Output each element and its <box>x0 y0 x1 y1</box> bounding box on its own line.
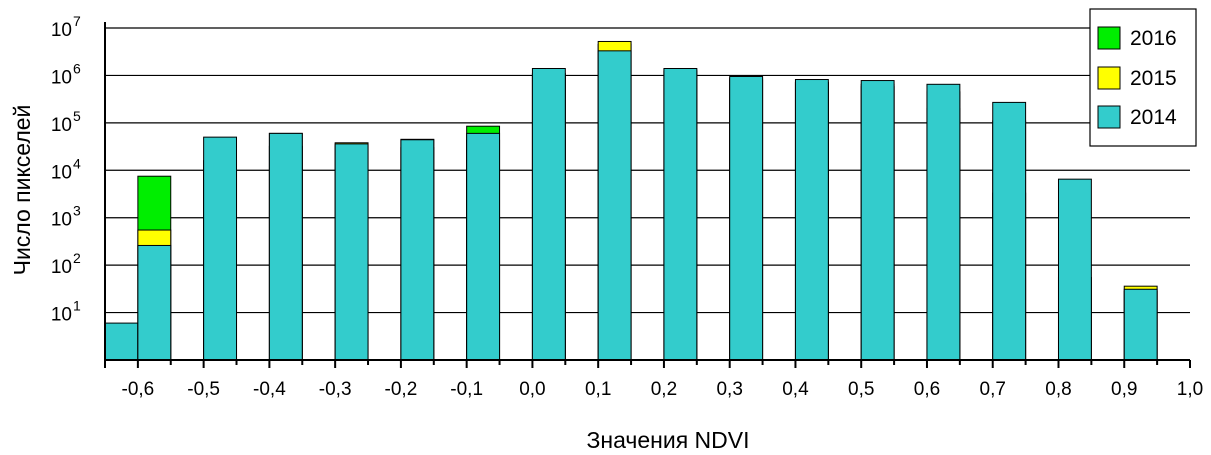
bar-2014-29 <box>1057 178 1092 361</box>
bars <box>104 40 1158 361</box>
bar-2014-23 <box>860 80 895 361</box>
bar-2014-25 <box>926 83 961 361</box>
legend-swatch-2015 <box>1097 66 1121 90</box>
bar-2014-11 <box>466 132 501 361</box>
x-tick-labels: -0,6 -0,5 -0,4 -0,3 -0,2 -0,1 0,0 0,1 0,2 0,3 0,4 0… <box>122 379 1204 400</box>
axes <box>104 22 1191 368</box>
y-tick-exponent: 7 <box>73 13 81 29</box>
y-tick-exponent: 3 <box>73 203 81 219</box>
bar-2014-5 <box>268 132 303 361</box>
legend: 2016 2015 2014 <box>1089 8 1197 147</box>
y-tick-exponent: 5 <box>73 108 81 124</box>
x-tick-label: -0,1 <box>450 379 483 400</box>
legend-swatch-2014 <box>1097 105 1121 129</box>
x-tick-label: 0,2 <box>651 379 677 400</box>
y-tick-exponent: 6 <box>73 60 81 76</box>
bar-2014-13 <box>531 67 566 361</box>
bar-2014-21 <box>794 79 829 361</box>
legend-label-2016: 2016 <box>1130 27 1177 50</box>
x-tick-label: 0,9 <box>1111 379 1137 400</box>
bar-2014-7 <box>334 143 369 361</box>
x-tick-label: 0,8 <box>1045 379 1071 400</box>
x-tick-label: 0,6 <box>914 379 940 400</box>
x-tick-label: 0,7 <box>980 379 1006 400</box>
x-tick-label: -0,2 <box>385 379 418 400</box>
x-tick-label: -0,3 <box>319 379 352 400</box>
y-tick-label: 10 <box>51 67 72 88</box>
bar-2014-15 <box>597 50 632 361</box>
x-axis-label: Значения NDVI <box>587 427 750 453</box>
x-tick-label: 0,5 <box>848 379 874 400</box>
y-tick-label: 10 <box>51 20 72 41</box>
bar-2014-19 <box>729 75 764 361</box>
y-tick-label: 10 <box>51 305 72 326</box>
legend-swatch-2016 <box>1097 26 1121 50</box>
y-tick-exponent: 2 <box>73 250 81 266</box>
y-tick-label: 10 <box>51 210 72 231</box>
grid <box>105 27 1190 314</box>
bar-2014-1 <box>137 244 172 361</box>
legend-label-2014: 2014 <box>1130 106 1177 129</box>
x-tick-label: -0,5 <box>187 379 220 400</box>
x-tick-label: -0,4 <box>253 379 286 400</box>
x-tick-label: 0,3 <box>716 379 742 400</box>
x-tick-label: -0,6 <box>122 379 155 400</box>
bar-2014-9 <box>400 139 435 361</box>
x-tick-label: 0,0 <box>519 379 545 400</box>
x-tick-label: 0,1 <box>585 379 611 400</box>
y-tick-label: 10 <box>51 115 72 136</box>
bar-2014-27 <box>992 101 1027 361</box>
bar-2014-31 <box>1123 288 1158 361</box>
y-axis-label: Число пикселей <box>9 105 35 276</box>
legend-label-2015: 2015 <box>1130 67 1177 90</box>
y-tick-label: 10 <box>51 257 72 278</box>
y-tick-exponent: 4 <box>73 155 81 171</box>
x-tick-label: 0,4 <box>782 379 809 400</box>
y-tick-label: 10 <box>51 162 72 183</box>
x-tick-label: 1,0 <box>1177 379 1203 400</box>
bar-2014-0 <box>104 322 139 361</box>
bar-2014-3 <box>203 136 238 361</box>
bar-2014-17 <box>663 67 698 361</box>
y-tick-exponent: 1 <box>73 298 81 314</box>
